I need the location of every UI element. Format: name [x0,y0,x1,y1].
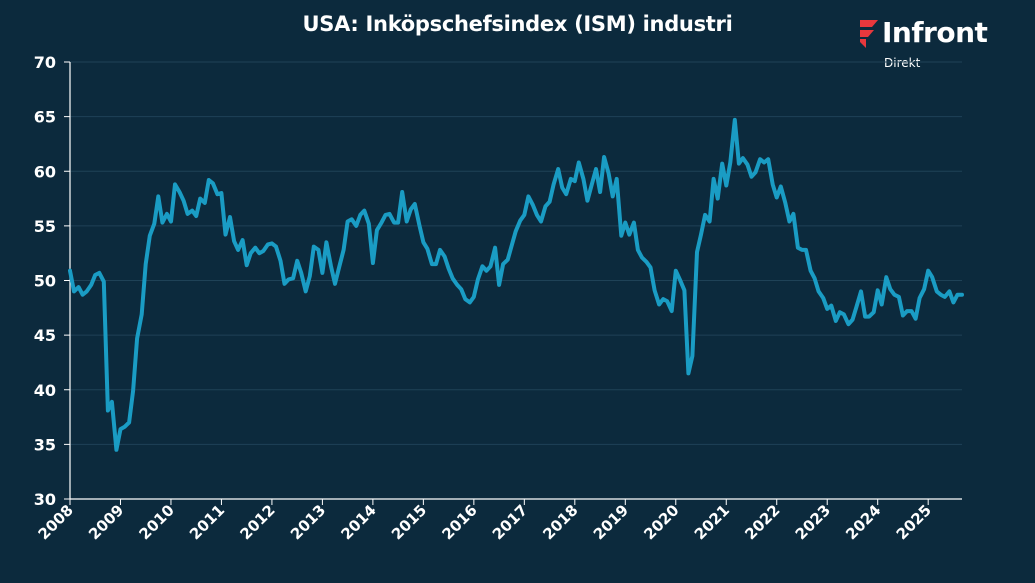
logo-wordmark: Infront [882,16,988,49]
x-tick-label: 2016 [438,501,480,543]
y-tick-label: 65 [34,108,56,127]
infront-flag-icon [860,20,878,48]
y-tick-label: 45 [34,326,56,345]
x-tick-label: 2010 [136,501,178,543]
series-group [68,117,964,452]
x-tick-label: 2018 [539,501,581,543]
grid-lines [70,61,962,500]
x-tick-label: 2024 [842,501,884,543]
y-tick-label: 55 [34,217,56,236]
x-tick-label: 2019 [590,501,632,543]
x-tick-label: 2015 [388,501,430,543]
series-line-0 [68,117,964,452]
x-tick-label: 2011 [186,501,228,543]
infront-logo: Infront Direkt [858,16,1018,72]
y-tick-label: 30 [34,490,56,509]
chart-title: USA: Inköpschefsindex (ISM) industri [302,12,733,36]
x-tick-label: 2013 [287,501,329,543]
logo-subtitle: Direkt [884,56,921,70]
x-tick-label: 2022 [741,501,783,543]
x-tick-labels: 2008 2009 2010 2011 2012 2013 2014 2015 2016 2017… [35,501,935,543]
y-tick-labels: 30 35 40 45 50 55 60 65 70 [34,53,56,509]
x-tick-label: 2025 [893,501,935,543]
axes [64,61,962,505]
y-tick-label: 70 [34,53,56,72]
x-tick-label: 2017 [489,501,531,543]
x-tick-label: 2023 [792,501,834,543]
x-tick-label: 2009 [85,501,127,543]
y-tick-label: 60 [34,162,56,181]
x-tick-label: 2012 [237,501,279,543]
x-tick-label: 2021 [691,501,733,543]
x-tick-label: 2020 [640,501,682,543]
y-tick-label: 50 [34,272,56,291]
x-tick-label: 2014 [337,501,379,543]
y-tick-label: 40 [34,381,56,400]
y-tick-label: 35 [34,435,56,454]
